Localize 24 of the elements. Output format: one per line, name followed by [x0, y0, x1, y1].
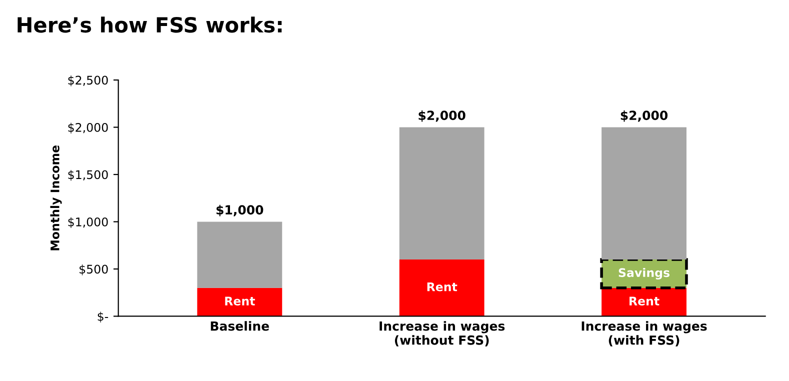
- x-tick-label: Increase in wages (without FSS): [380, 321, 505, 346]
- y-tick-label: $1,500: [68, 170, 108, 181]
- chart-title: Here’s how FSS works:: [18, 16, 282, 33]
- text: Rent: [427, 282, 458, 292]
- y-tick-label: $500: [80, 264, 108, 276]
- bar: [600, 258, 688, 290]
- y-tick-label: $2,500: [68, 76, 108, 86]
- y-axis-title: Monthly Income: [50, 146, 62, 250]
- y-tick-label: $2,000: [68, 122, 108, 134]
- bar: [197, 222, 282, 288]
- total-label: $2,000: [418, 110, 466, 122]
- x-tick-label: Baseline: [210, 321, 269, 331]
- series-label: Savings: [618, 268, 670, 280]
- total-label: $2,000: [620, 110, 668, 122]
- series-label: Rent: [225, 296, 255, 306]
- bar: [399, 260, 484, 316]
- text: Rent: [630, 296, 660, 306]
- total-label: $1,000: [216, 204, 264, 216]
- bar: [197, 288, 282, 316]
- bar: [399, 127, 484, 260]
- bar: [602, 127, 686, 260]
- x-tick-label: Increase in wages (with FSS): [582, 321, 707, 346]
- y-tick-label: $1,000: [68, 217, 108, 228]
- y-tick-label: $-: [98, 312, 108, 322]
